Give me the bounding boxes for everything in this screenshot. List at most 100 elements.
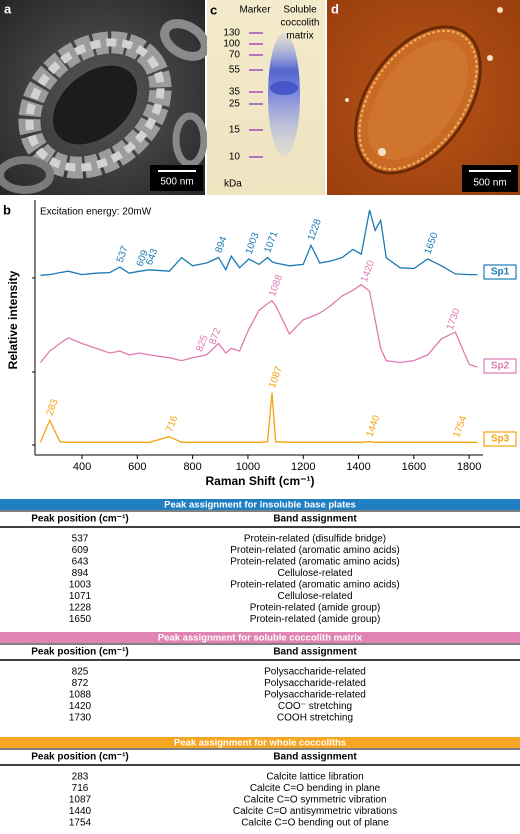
column-header: Peak position (cm⁻¹) (31, 514, 129, 525)
peak-label: 894 (214, 235, 230, 255)
scale-bar-label: 500 nm (473, 178, 506, 189)
peak-label: 825 (195, 333, 211, 353)
peak-label: 1440 (365, 414, 383, 439)
legend-entry: Sp2 (491, 361, 510, 372)
sem-image (0, 0, 210, 195)
peak-label: 716 (164, 414, 180, 434)
table-cell: Polysaccharide-related (264, 667, 366, 678)
column-header: Peak position (cm⁻¹) (31, 647, 129, 658)
tables: Peak assignment for insoluble base plate… (0, 499, 520, 829)
x-tick-label: 1000 (236, 461, 260, 473)
column-header: Band assignment (273, 752, 357, 763)
spectrum-line (39, 392, 478, 443)
table-title-bar (0, 632, 520, 643)
table-title-bar (0, 499, 520, 510)
table-cell: 1088 (69, 690, 92, 701)
table-cell: 283 (72, 772, 89, 783)
table-cell: Calcite lattice libration (266, 772, 363, 783)
table-cell: 825 (72, 667, 89, 678)
table-cell: 716 (72, 783, 89, 794)
table-cell: Calcite C=O antisymmetric vibrations (233, 806, 397, 817)
table-cell: 1754 (69, 818, 92, 829)
table-cell: Protein-related (aromatic amino acids) (230, 557, 400, 568)
table-cell: 1003 (69, 580, 92, 591)
series-label-box (483, 431, 517, 447)
ladder-label: 25 (229, 99, 241, 110)
peak-label: 1754 (451, 414, 469, 439)
table-cell: COOH stretching (277, 713, 353, 724)
panel-label: b (3, 202, 11, 217)
table-cell: Polysaccharide-related (264, 690, 366, 701)
x-tick-label: 600 (128, 461, 146, 473)
table-cell: 643 (72, 557, 89, 568)
peak-label: 872 (208, 326, 224, 346)
table-cell: Cellulose-related (277, 591, 352, 602)
peak-label: 1003 (244, 231, 262, 256)
scale-bar-label: 500 nm (160, 177, 193, 188)
series-label-box (483, 358, 517, 374)
annotation: Excitation energy: 20mW (40, 207, 152, 218)
spectrum-line (39, 283, 478, 368)
x-tick-label: 800 (183, 461, 201, 473)
table-cell: COO⁻ stretching (278, 701, 352, 712)
table-cell: Calcite C=O bending out of plane (241, 818, 389, 829)
lane-label: Marker (239, 5, 271, 16)
x-tick-label: 1800 (457, 461, 481, 473)
table-cell: 1228 (69, 603, 92, 614)
peak-label: 283 (45, 397, 61, 417)
table-cell: Polysaccharide-related (264, 678, 366, 689)
table-cell: Protein-related (disulfide bridge) (244, 534, 386, 545)
table-title: Peak assignment for soluble coccolith ma… (158, 633, 363, 644)
table-cell: 537 (72, 534, 89, 545)
peak-label: 1087 (267, 365, 285, 390)
panel-label: c (210, 2, 217, 17)
table-cell: Protein-related (amide group) (250, 603, 381, 614)
legend-entry: Sp1 (491, 267, 510, 278)
table-title: Peak assignment for insoluble base plate… (164, 500, 356, 511)
table-cell: 1420 (69, 701, 92, 712)
peak-label: 643 (144, 247, 160, 267)
peak-label: 609 (135, 248, 151, 268)
table-cell: 872 (72, 678, 89, 689)
ladder-label: 55 (229, 65, 241, 76)
ladder-label: 70 (229, 50, 241, 61)
spectrum-line (40, 209, 478, 276)
table-cell: Protein-related (aromatic amino acids) (230, 545, 400, 556)
column-header: Band assignment (273, 647, 357, 658)
gel-image (207, 0, 325, 195)
ladder-label: 130 (223, 28, 240, 39)
table-cell: 1087 (69, 795, 92, 806)
lane-label: matrix (286, 31, 313, 42)
table-cell: 609 (72, 545, 89, 556)
lane-label: coccolith (281, 18, 320, 29)
x-tick-label: 400 (73, 461, 91, 473)
table-cell: 1071 (69, 591, 92, 602)
table-title-bar (0, 737, 520, 748)
ladder-label: 15 (229, 125, 241, 136)
peak-label: 1088 (267, 273, 285, 298)
table-cell: Protein-related (aromatic amino acids) (230, 580, 400, 591)
ladder-label: 10 (229, 152, 241, 163)
column-header: Band assignment (273, 514, 357, 525)
x-tick-label: 1200 (291, 461, 315, 473)
peak-label: 1650 (423, 231, 441, 256)
x-tick-label: 1400 (346, 461, 370, 473)
afm-image (327, 0, 520, 195)
table-cell: Cellulose-related (277, 568, 352, 579)
table-title: Peak assignment for whole coccoliths (174, 738, 346, 749)
peak-label: 1420 (359, 259, 377, 284)
peak-label: 1228 (306, 217, 324, 242)
peak-label: 1730 (445, 307, 463, 332)
peak-label: 1071 (263, 229, 281, 254)
table-cell: 894 (72, 568, 89, 579)
table-cell: 1440 (69, 806, 92, 817)
x-tick-label: 1600 (402, 461, 426, 473)
table-cell: Calcite C=O symmetric vibration (243, 795, 386, 806)
x-axis-label: Raman Shift (cm⁻¹) (205, 474, 314, 488)
table-cell: Calcite C=O bending in plane (250, 783, 381, 794)
table-cell: 1650 (69, 614, 92, 625)
